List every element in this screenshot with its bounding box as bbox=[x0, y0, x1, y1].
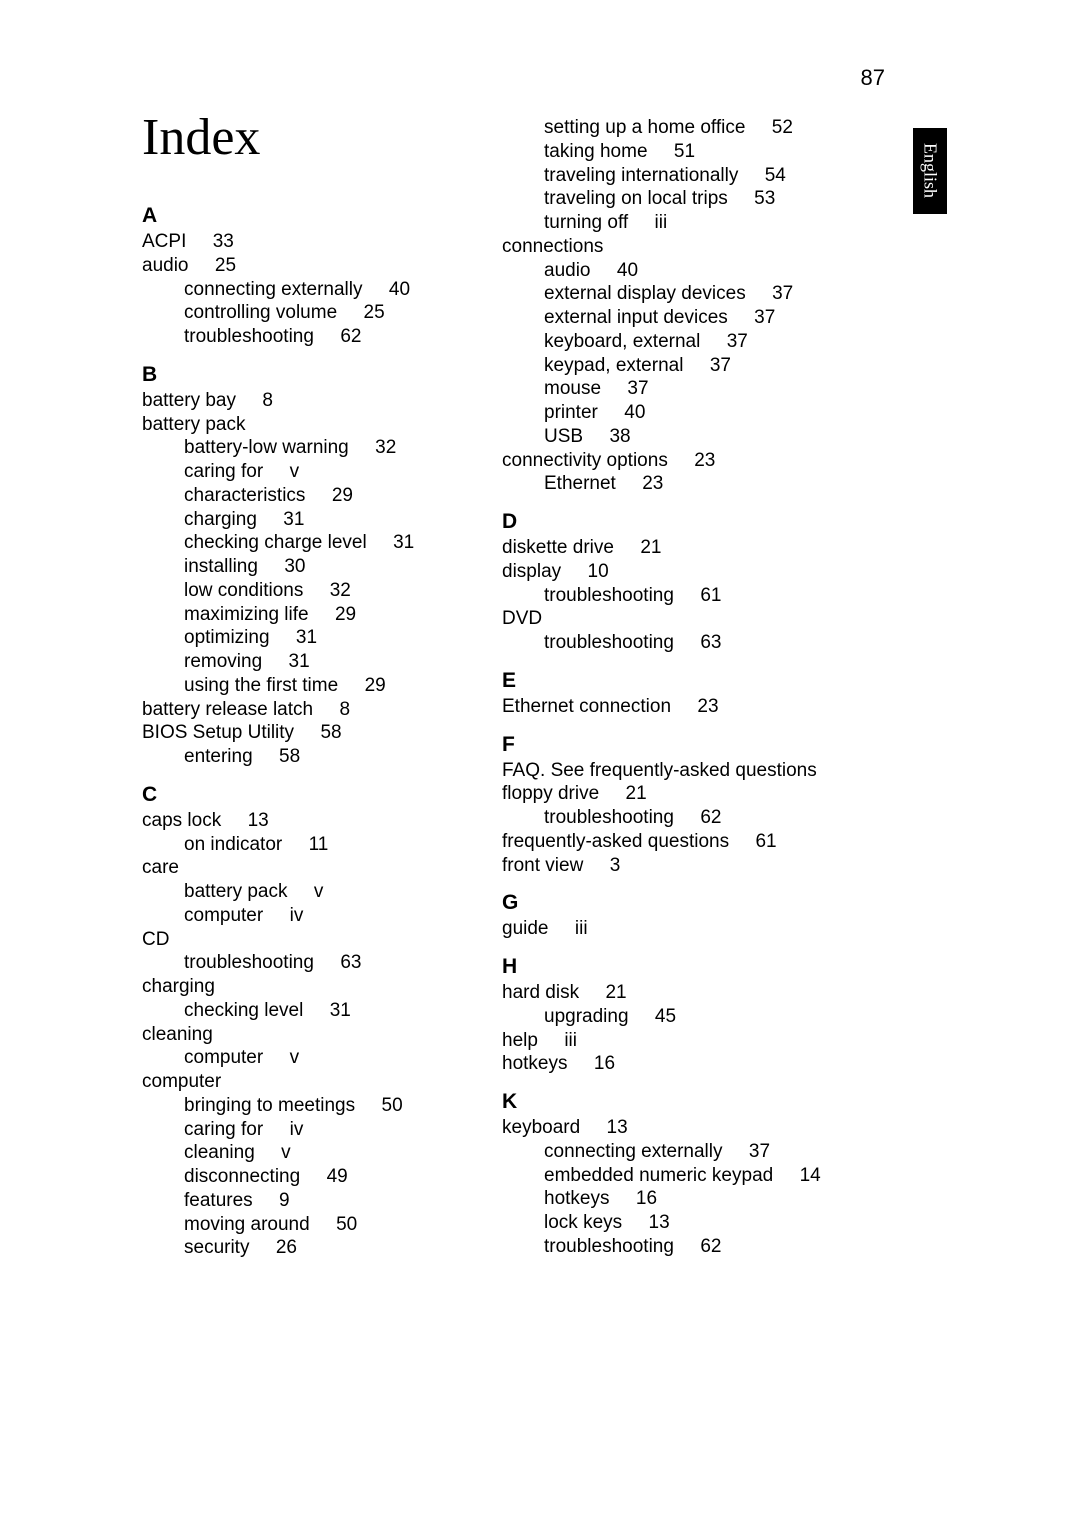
index-entry: cleaning bbox=[142, 1023, 482, 1047]
index-section-letter: D bbox=[502, 510, 842, 534]
index-entry: battery pack bbox=[142, 413, 482, 437]
index-subentry: traveling internationally 54 bbox=[502, 164, 842, 188]
index-subentry: controlling volume 25 bbox=[142, 301, 482, 325]
index-subentry: optimizing 31 bbox=[142, 626, 482, 650]
index-subentry: connecting externally 37 bbox=[502, 1140, 842, 1164]
index-section-letter: F bbox=[502, 733, 842, 757]
index-entry: keyboard 13 bbox=[502, 1116, 842, 1140]
index-subentry: turning off iii bbox=[502, 211, 842, 235]
index-subentry: mouse 37 bbox=[502, 377, 842, 401]
index-subentry: characteristics 29 bbox=[142, 484, 482, 508]
index-subentry: hotkeys 16 bbox=[502, 1187, 842, 1211]
index-subentry: battery-low warning 32 bbox=[142, 436, 482, 460]
index-subentry: Ethernet 23 bbox=[502, 472, 842, 496]
index-column-right: setting up a home office 52taking home 5… bbox=[502, 108, 842, 1260]
index-subentry: maximizing life 29 bbox=[142, 603, 482, 627]
index-subentry: moving around 50 bbox=[142, 1213, 482, 1237]
index-entry: audio 25 bbox=[142, 254, 482, 278]
index-section-letter: B bbox=[142, 363, 482, 387]
index-subentry: charging 31 bbox=[142, 508, 482, 532]
index-subentry: upgrading 45 bbox=[502, 1005, 842, 1029]
index-subentry: troubleshooting 63 bbox=[502, 631, 842, 655]
index-subentry: checking charge level 31 bbox=[142, 531, 482, 555]
index-section-letter: H bbox=[502, 955, 842, 979]
index-subentry: using the first time 29 bbox=[142, 674, 482, 698]
index-subentry: lock keys 13 bbox=[502, 1211, 842, 1235]
index-subentry: removing 31 bbox=[142, 650, 482, 674]
index-subentry: disconnecting 49 bbox=[142, 1165, 482, 1189]
index-entry: Ethernet connection 23 bbox=[502, 695, 842, 719]
index-entry: computer bbox=[142, 1070, 482, 1094]
index-subentry: troubleshooting 62 bbox=[502, 1235, 842, 1259]
index-entry: front view 3 bbox=[502, 854, 842, 878]
index-subentry: printer 40 bbox=[502, 401, 842, 425]
index-entry: care bbox=[142, 856, 482, 880]
index-subentry: caring for v bbox=[142, 460, 482, 484]
index-subentry: caring for iv bbox=[142, 1118, 482, 1142]
index-entry: DVD bbox=[502, 607, 842, 631]
index-entry: charging bbox=[142, 975, 482, 999]
index-subentry: features 9 bbox=[142, 1189, 482, 1213]
index-subentry: low conditions 32 bbox=[142, 579, 482, 603]
index-subentry: entering 58 bbox=[142, 745, 482, 769]
index-subentry: external input devices 37 bbox=[502, 306, 842, 330]
index-entry: floppy drive 21 bbox=[502, 782, 842, 806]
index-subentry: computer v bbox=[142, 1046, 482, 1070]
index-subentry: setting up a home office 52 bbox=[502, 116, 842, 140]
index-entry: CD bbox=[142, 928, 482, 952]
index-subentry: computer iv bbox=[142, 904, 482, 928]
index-entry: diskette drive 21 bbox=[502, 536, 842, 560]
index-subentry: bringing to meetings 50 bbox=[142, 1094, 482, 1118]
index-columns: AACPI 33audio 25connecting externally 40… bbox=[142, 108, 842, 1260]
index-entry: hotkeys 16 bbox=[502, 1052, 842, 1076]
index-entry: guide iii bbox=[502, 917, 842, 941]
index-subentry: troubleshooting 62 bbox=[142, 325, 482, 349]
index-entry: caps lock 13 bbox=[142, 809, 482, 833]
index-entry: connections bbox=[502, 235, 842, 259]
index-subentry: troubleshooting 61 bbox=[502, 584, 842, 608]
index-subentry: cleaning v bbox=[142, 1141, 482, 1165]
index-section-letter: A bbox=[142, 204, 482, 228]
index-subentry: traveling on local trips 53 bbox=[502, 187, 842, 211]
index-section-letter: C bbox=[142, 783, 482, 807]
page-number: 87 bbox=[861, 65, 885, 91]
index-subentry: battery pack v bbox=[142, 880, 482, 904]
index-subentry: troubleshooting 62 bbox=[502, 806, 842, 830]
index-subentry: audio 40 bbox=[502, 259, 842, 283]
index-subentry: on indicator 11 bbox=[142, 833, 482, 857]
index-entry: battery bay 8 bbox=[142, 389, 482, 413]
index-entry: ACPI 33 bbox=[142, 230, 482, 254]
index-entry: FAQ. See frequently-asked questions bbox=[502, 759, 842, 783]
index-subentry: taking home 51 bbox=[502, 140, 842, 164]
index-entry: help iii bbox=[502, 1029, 842, 1053]
index-section-letter: G bbox=[502, 891, 842, 915]
index-entry: hard disk 21 bbox=[502, 981, 842, 1005]
index-subentry: USB 38 bbox=[502, 425, 842, 449]
index-subentry: keypad, external 37 bbox=[502, 354, 842, 378]
language-tab: English bbox=[913, 128, 947, 214]
index-subentry: keyboard, external 37 bbox=[502, 330, 842, 354]
index-subentry: checking level 31 bbox=[142, 999, 482, 1023]
index-section-letter: E bbox=[502, 669, 842, 693]
index-subentry: connecting externally 40 bbox=[142, 278, 482, 302]
index-entry: display 10 bbox=[502, 560, 842, 584]
index-subentry: embedded numeric keypad 14 bbox=[502, 1164, 842, 1188]
index-subentry: security 26 bbox=[142, 1236, 482, 1260]
index-column-left: AACPI 33audio 25connecting externally 40… bbox=[142, 108, 482, 1260]
index-subentry: installing 30 bbox=[142, 555, 482, 579]
index-entry: battery release latch 8 bbox=[142, 698, 482, 722]
index-entry: frequently-asked questions 61 bbox=[502, 830, 842, 854]
index-entry: connectivity options 23 bbox=[502, 449, 842, 473]
index-entry: BIOS Setup Utility 58 bbox=[142, 721, 482, 745]
index-subentry: troubleshooting 63 bbox=[142, 951, 482, 975]
index-subentry: external display devices 37 bbox=[502, 282, 842, 306]
index-section-letter: K bbox=[502, 1090, 842, 1114]
